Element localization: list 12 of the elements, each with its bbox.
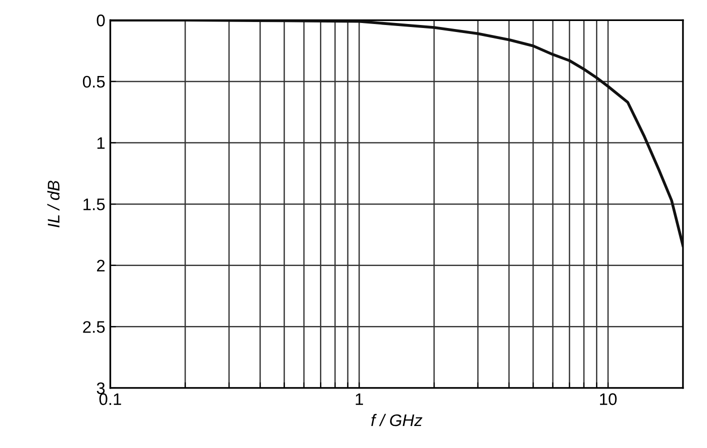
x-tick-label: 10 [600, 393, 617, 406]
y-tick-label: 2.5 [83, 321, 105, 333]
x-axis-title: f / GHz [371, 414, 422, 426]
y-tick-label: 2 [97, 260, 105, 272]
y-axis-title: IL / dB [47, 180, 60, 228]
y-tick-label: 0 [96, 14, 105, 26]
y-tick-label: 1.5 [84, 198, 105, 210]
y-tick-label: 0.5 [82, 76, 105, 88]
y-tick-label: 3 [96, 382, 105, 394]
x-tick-label: 1 [356, 393, 363, 405]
x-tick-label: 0.1 [99, 393, 122, 406]
y-tick-label: 1 [97, 137, 105, 149]
